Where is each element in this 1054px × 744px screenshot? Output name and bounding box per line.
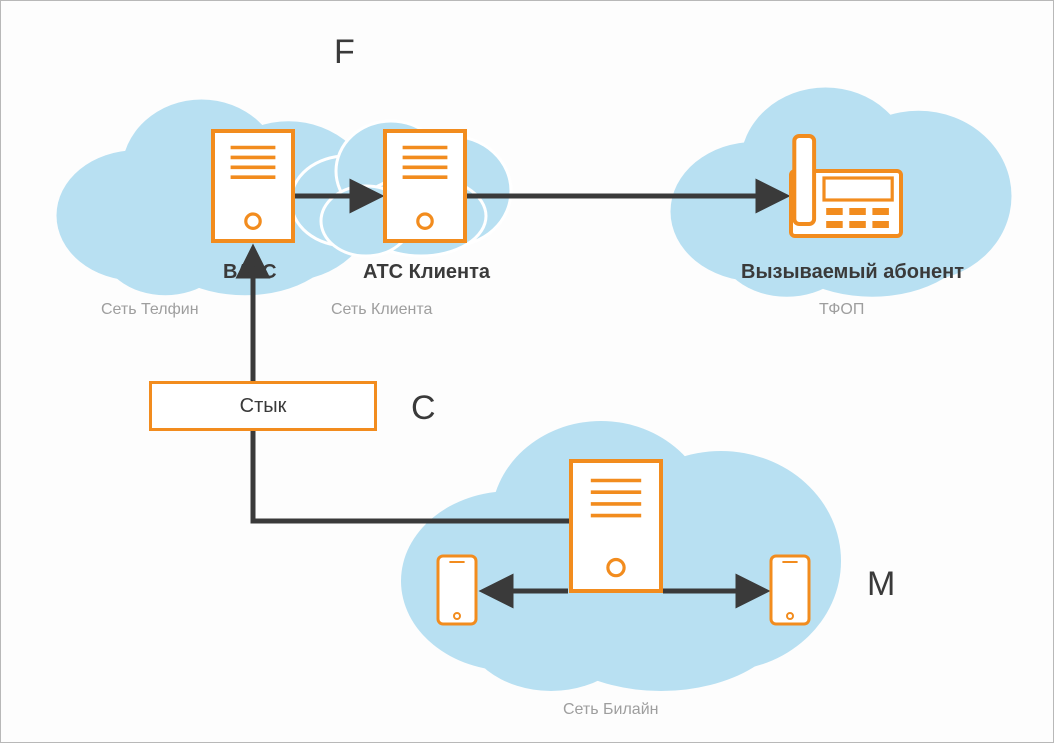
- letter-C: C: [411, 389, 436, 428]
- client-label: АТС Клиента: [363, 261, 490, 284]
- letter-F: F: [334, 33, 355, 72]
- server-icon: [571, 461, 661, 591]
- server-icon: [213, 131, 293, 241]
- cloud-pstn-label: ТФОП: [819, 301, 864, 319]
- cloud-client-label: Сеть Клиента: [331, 301, 432, 319]
- letter-M: M: [867, 565, 895, 604]
- mobile-phone-icon: [438, 556, 476, 624]
- joint-box: Стык: [149, 381, 377, 431]
- vats-label: ВАТС: [223, 261, 277, 284]
- icons-layer: [1, 1, 1054, 744]
- server-icon: [385, 131, 465, 241]
- cloud-telfin-label: Сеть Телфин: [101, 301, 199, 319]
- joint-label: Стык: [240, 395, 287, 418]
- diagram-canvas: Стык F C M ВАТС АТС Клиента Вызываемый а…: [0, 0, 1054, 743]
- cloud-beeline-label: Сеть Билайн: [563, 701, 658, 719]
- mobile-phone-icon: [771, 556, 809, 624]
- callee-label: Вызываемый абонент: [741, 261, 964, 284]
- phone-desk-icon: [791, 136, 901, 236]
